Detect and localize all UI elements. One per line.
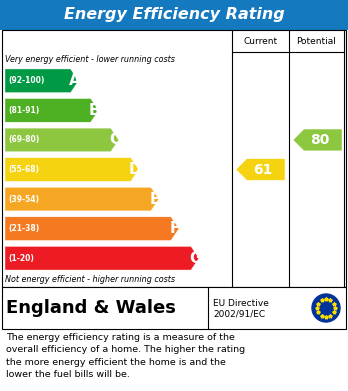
- Polygon shape: [293, 129, 342, 151]
- Text: 2002/91/EC: 2002/91/EC: [213, 310, 265, 319]
- Polygon shape: [5, 158, 139, 181]
- Bar: [2, 30, 346, 287]
- Text: England & Wales: England & Wales: [6, 299, 176, 317]
- Text: (92-100): (92-100): [8, 76, 45, 85]
- Text: F: F: [170, 221, 180, 236]
- Text: Energy Efficiency Rating: Energy Efficiency Rating: [64, 7, 284, 23]
- Polygon shape: [5, 128, 119, 152]
- Text: B: B: [89, 103, 101, 118]
- Polygon shape: [5, 217, 179, 240]
- Text: (21-38): (21-38): [8, 224, 39, 233]
- Text: A: A: [69, 73, 80, 88]
- Text: (1-20): (1-20): [8, 254, 34, 263]
- Text: 80: 80: [310, 133, 330, 147]
- Text: (39-54): (39-54): [8, 195, 39, 204]
- Text: The energy efficiency rating is a measure of the
overall efficiency of a home. T: The energy efficiency rating is a measur…: [6, 333, 245, 379]
- Text: Potential: Potential: [296, 36, 337, 45]
- Polygon shape: [5, 187, 159, 211]
- Text: (69-80): (69-80): [8, 135, 39, 144]
- Text: 61: 61: [253, 163, 272, 176]
- Text: (55-68): (55-68): [8, 165, 39, 174]
- Circle shape: [312, 294, 340, 322]
- Text: D: D: [128, 162, 141, 177]
- Text: G: G: [189, 251, 201, 266]
- Polygon shape: [236, 159, 285, 180]
- Text: Not energy efficient - higher running costs: Not energy efficient - higher running co…: [5, 276, 175, 285]
- Text: Current: Current: [244, 36, 278, 45]
- Text: E: E: [150, 192, 160, 206]
- Bar: [0, 0, 348, 30]
- Text: (81-91): (81-91): [8, 106, 39, 115]
- Polygon shape: [5, 246, 199, 270]
- Text: C: C: [109, 133, 120, 147]
- Polygon shape: [5, 99, 99, 122]
- Text: EU Directive: EU Directive: [213, 298, 269, 307]
- Text: Very energy efficient - lower running costs: Very energy efficient - lower running co…: [5, 54, 175, 63]
- Bar: [2, 287, 346, 329]
- Polygon shape: [5, 69, 79, 93]
